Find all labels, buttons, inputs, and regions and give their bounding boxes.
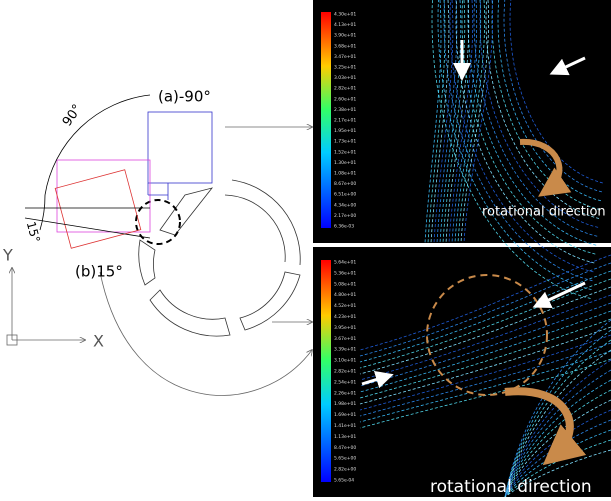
colorbar-label: 1.52e+01 — [334, 149, 356, 155]
colorbar-label: 4.23e+01 — [334, 314, 356, 320]
colorbar-label: 1.41e+01 — [334, 423, 356, 429]
colorbar — [321, 260, 331, 482]
colorbar-label: 5.64e+01 — [334, 260, 356, 266]
colorbar-label: 8.47e+00 — [334, 445, 356, 451]
angle-label: 15° — [24, 220, 43, 244]
colorbar-label: 4.13e+01 — [334, 22, 356, 28]
colorbar-label: 6.51e+00 — [334, 192, 356, 198]
colorbar-label: 4.34e+00 — [334, 202, 356, 208]
colorbar-label: 3.10e+01 — [334, 358, 356, 364]
colorbar-label: 5.08e+01 — [334, 281, 356, 287]
colorbar-label: 3.68e+01 — [334, 43, 356, 49]
colorbar-label: 3.95e+01 — [334, 325, 356, 331]
colorbar-label: 2.17e+01 — [334, 118, 356, 124]
colorbar-label: 1.98e+01 — [334, 401, 356, 407]
colorbar-label: 3.25e+01 — [334, 65, 356, 71]
axis-label: X — [93, 332, 104, 351]
figure: (a)-90° 90° 15° (b)15° Y X rotational di… — [0, 0, 611, 497]
caption: rotational direction — [430, 477, 592, 497]
colorbar-label: 3.90e+01 — [334, 33, 356, 39]
colorbar-label: 8.67e+00 — [334, 181, 356, 187]
colorbar-label: 2.26e+01 — [334, 390, 356, 396]
colorbar — [321, 12, 331, 228]
diagram — [7, 95, 312, 395]
colorbar-label: 1.95e+01 — [334, 128, 356, 134]
colorbar-label: 2.82e+01 — [334, 369, 356, 375]
colorbar-label: 3.67e+01 — [334, 336, 356, 342]
colorbar-label: 2.38e+01 — [334, 107, 356, 113]
colorbar-label: 4.80e+01 — [334, 292, 356, 298]
caption: rotational direction — [482, 205, 606, 220]
colorbar-label: 3.03e+01 — [334, 75, 356, 81]
colorbar-label: 2.82e+01 — [334, 86, 356, 92]
label-b: (b)15° — [75, 263, 123, 281]
colorbar-label: 6.36e-03 — [334, 224, 354, 230]
colorbar-label: 2.82e+00 — [334, 467, 356, 473]
colorbar-label: 1.73e+01 — [334, 139, 356, 145]
colorbar-label: 1.30e+01 — [334, 160, 356, 166]
colorbar-label: 2.54e+01 — [334, 379, 356, 385]
colorbar-label: 5.65e+00 — [334, 456, 356, 462]
label-a: (a)-90° — [158, 88, 211, 106]
colorbar-label: 2.60e+01 — [334, 96, 356, 102]
colorbar-label: 3.39e+01 — [334, 347, 356, 353]
colorbar-label: 1.69e+01 — [334, 412, 356, 418]
colorbar-label: 1.08e+01 — [334, 171, 356, 177]
axis-label: Y — [2, 246, 13, 265]
colorbar-label: 5.36e+01 — [334, 270, 356, 276]
colorbar-label: 5.65e-04 — [334, 478, 354, 484]
angle-label: 90° — [60, 102, 86, 129]
colorbar-label: 4.52e+01 — [334, 303, 356, 309]
colorbar-label: 1.13e+01 — [334, 434, 356, 440]
colorbar-label: 3.47e+01 — [334, 54, 356, 60]
colorbar-label: 4.30e+01 — [334, 12, 356, 18]
colorbar-label: 2.17e+00 — [334, 213, 356, 219]
